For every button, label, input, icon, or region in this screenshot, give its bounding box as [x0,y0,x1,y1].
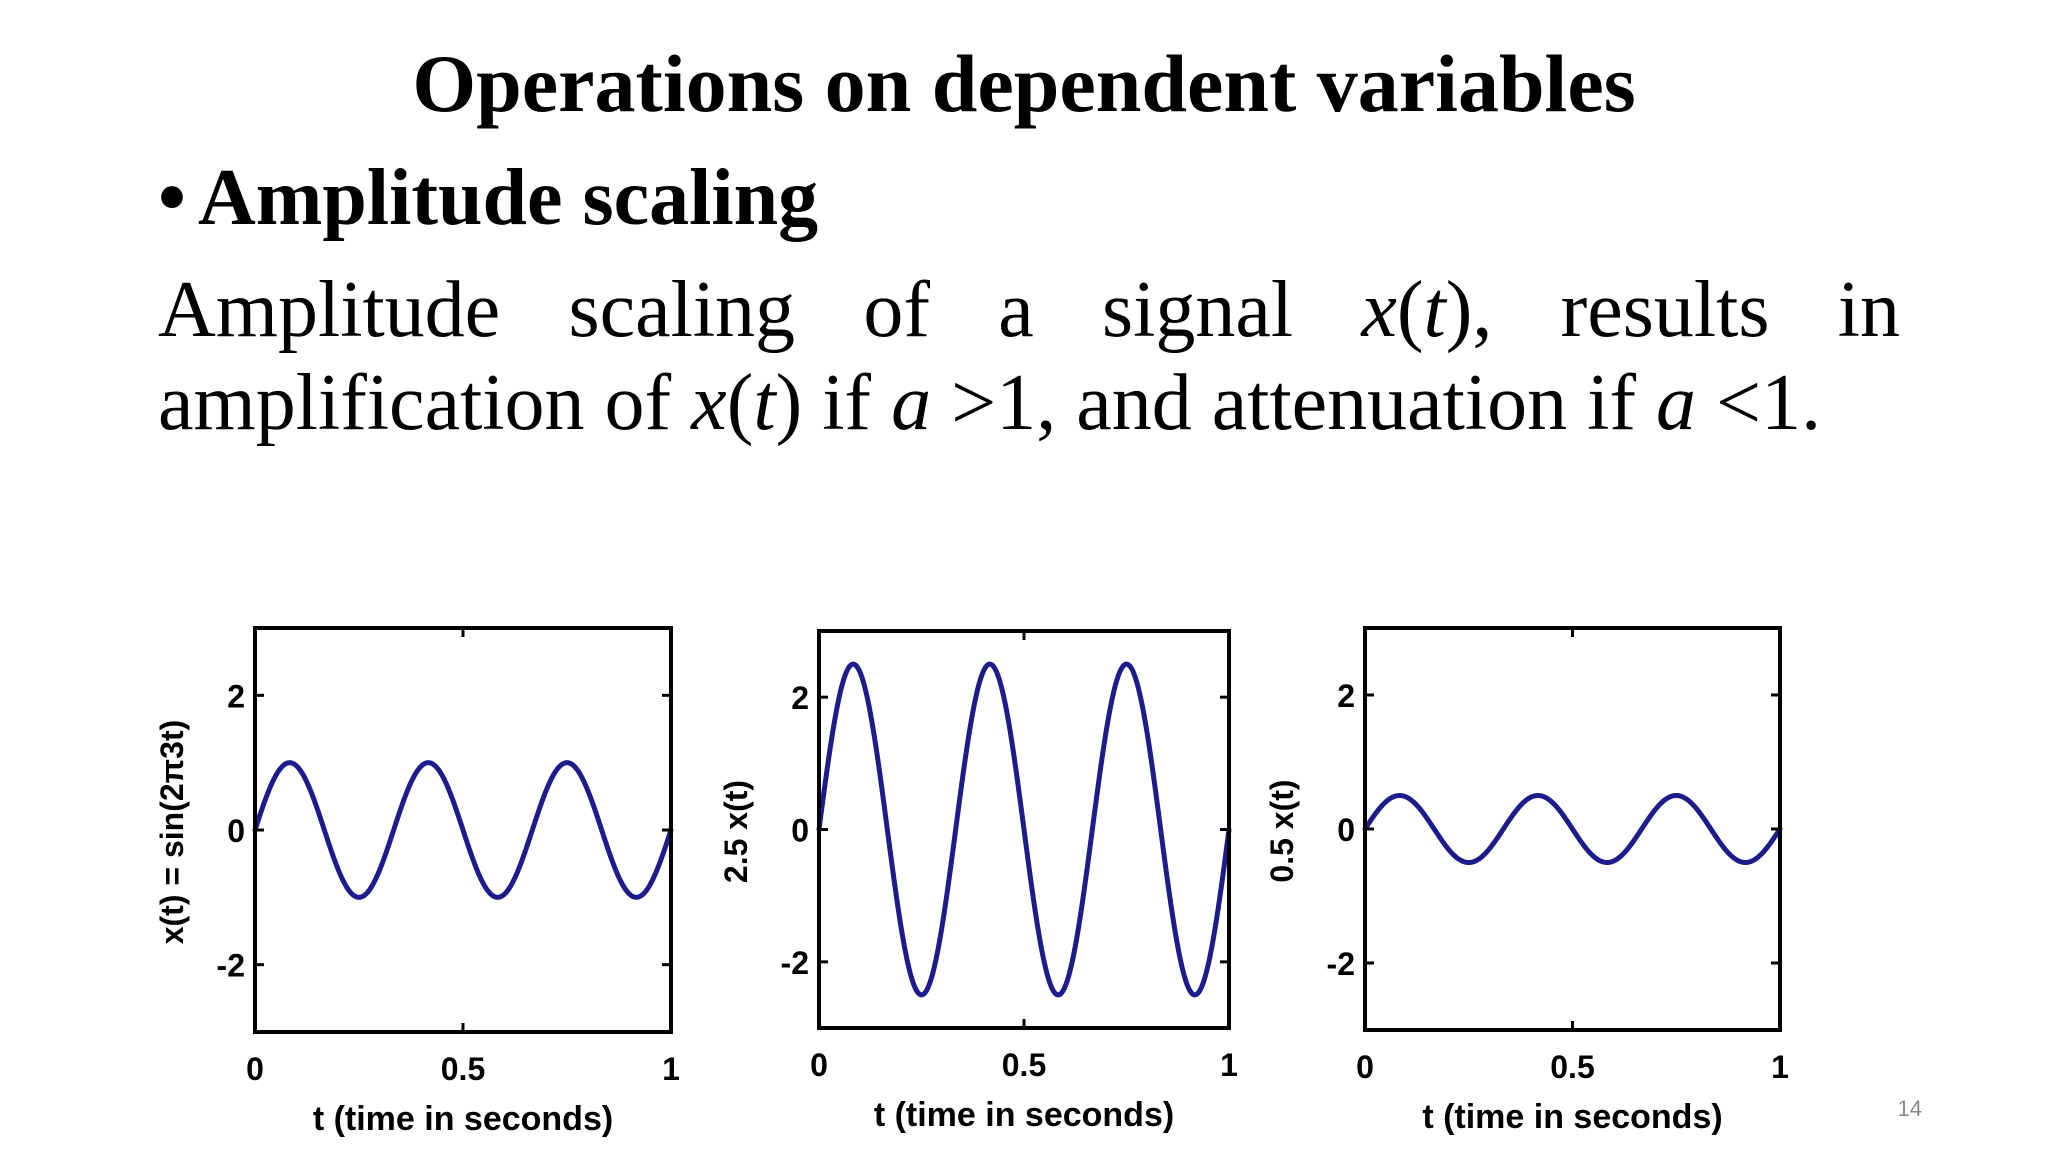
x-tick-label: 0.5 [1550,1049,1594,1085]
body-math-a: a [1656,359,1696,447]
slide-title: Operations on dependent variables [412,38,1636,129]
series-line [252,760,674,900]
body-math-t: t [753,359,776,447]
body-math-x: x [691,359,727,447]
bullet-heading-label: Amplitude scaling [198,154,819,242]
y-tick-label: 2 [1337,678,1355,714]
body-math-x: x [1361,266,1397,354]
x-tick-label: 0.5 [1002,1047,1046,1083]
x-tick-label: 0 [810,1047,828,1083]
y-tick-label: 0 [227,813,245,849]
body-text-segment: Amplitude scaling of a signal [158,266,1362,354]
body-text-segment: ) if [775,359,892,447]
series-line [1362,793,1783,865]
x-tick-label: 1 [1771,1049,1789,1085]
body-math-a: a [891,359,932,447]
body-math-t: t [1423,266,1446,354]
body-text-segment: ( [726,359,754,447]
y-axis-label: 2.5 x(t) [718,780,754,883]
body-text-segment: ( [1396,266,1424,354]
body-text-segment: <1. [1696,359,1822,447]
y-tick-label: 2 [791,680,809,716]
x-axis-label: t (time in seconds) [1422,1098,1722,1136]
y-axis-label: x(t) = sin(2π3t) [154,720,190,945]
x-tick-label: 1 [662,1051,680,1087]
bullet-dot-icon: • [158,154,187,242]
y-tick-label: -2 [781,945,809,981]
y-tick-label: 0 [1337,812,1355,848]
y-tick-label: -2 [217,948,245,984]
body-text-segment: >1, and attenuation if [931,359,1656,447]
x-axis-label: t (time in seconds) [313,1100,613,1138]
y-tick-label: 0 [791,813,809,849]
y-tick-label: -2 [1327,946,1355,982]
x-tick-label: 0 [246,1051,264,1087]
x-tick-label: 1 [1220,1047,1238,1083]
page-number: 14 [1897,1096,1922,1121]
y-axis-label: 0.5 x(t) [1264,779,1300,882]
x-tick-label: 0.5 [441,1051,485,1087]
body-paragraph: Amplitude scaling of a signal x(t), resu… [158,264,1900,450]
y-tick-label: 2 [227,678,245,714]
x-axis-label: t (time in seconds) [874,1096,1174,1134]
bullet-heading: • Amplitude scaling [158,150,818,246]
x-tick-label: 0 [1356,1049,1374,1085]
series-line [816,661,1232,998]
body-text-segment: ), results in amplification of [158,266,1901,447]
